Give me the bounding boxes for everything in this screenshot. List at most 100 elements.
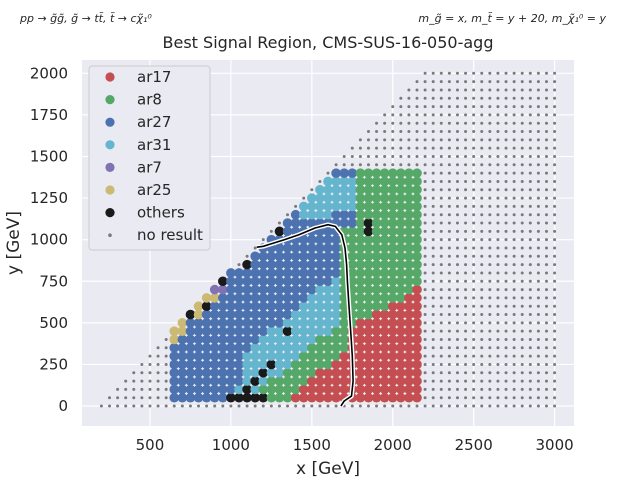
point-ar31	[339, 184, 349, 195]
legend-marker-ar7	[105, 162, 115, 172]
point-no-result	[544, 121, 548, 125]
point-ar27	[266, 309, 277, 320]
point-ar17	[339, 359, 349, 370]
point-ar31	[250, 367, 260, 378]
point-no-result	[431, 296, 435, 300]
point-others	[266, 359, 277, 370]
point-no-result	[407, 138, 411, 142]
point-no-result	[488, 362, 492, 366]
point-no-result	[148, 379, 152, 383]
point-ar27	[226, 301, 236, 312]
point-no-result	[407, 88, 411, 92]
contour-line	[256, 223, 354, 407]
point-no-result	[108, 404, 112, 408]
point-ar8	[363, 243, 374, 253]
point-ar17	[379, 334, 390, 345]
point-no-result	[496, 362, 500, 366]
point-no-result	[528, 105, 532, 109]
y-tick-label: 1000	[30, 231, 68, 249]
point-ar17	[412, 334, 422, 345]
point-ar8	[396, 251, 406, 262]
point-ar8	[379, 168, 390, 178]
point-ar27	[290, 218, 301, 228]
point-ar17	[412, 284, 422, 295]
point-ar31	[315, 184, 325, 195]
point-ar17	[412, 293, 422, 303]
point-no-result	[302, 196, 306, 200]
point-ar27	[193, 326, 204, 336]
point-no-result	[553, 396, 557, 400]
point-no-result	[480, 221, 484, 225]
point-no-result	[520, 238, 524, 242]
point-ar27	[193, 384, 204, 395]
point-ar8	[387, 268, 398, 278]
point-ar8	[355, 209, 366, 220]
point-no-result	[480, 163, 484, 167]
point-ar27	[282, 218, 293, 228]
point-ar27	[307, 276, 317, 287]
point-ar27	[298, 251, 309, 262]
point-no-result	[536, 88, 540, 92]
point-no-result	[464, 396, 468, 400]
point-no-result	[431, 288, 435, 292]
point-no-result	[375, 130, 379, 134]
point-ar31	[315, 209, 325, 220]
point-ar31	[298, 309, 309, 320]
point-no-result	[464, 254, 468, 258]
point-no-result	[464, 229, 468, 233]
point-no-result	[472, 337, 476, 341]
point-ar27	[177, 359, 188, 370]
point-no-result	[553, 138, 557, 142]
legend-marker-ar25	[105, 185, 115, 195]
point-ar27	[323, 251, 333, 262]
point-no-result	[455, 154, 459, 158]
point-no-result	[520, 204, 524, 208]
point-no-result	[520, 113, 524, 117]
point-no-result	[447, 279, 451, 283]
point-ar31	[315, 293, 325, 303]
point-no-result	[488, 88, 492, 92]
point-no-result	[99, 404, 103, 408]
point-no-result	[423, 96, 427, 100]
point-no-result	[553, 271, 557, 275]
point-ar27	[274, 259, 285, 270]
point-no-result	[439, 196, 443, 200]
point-no-result	[472, 71, 476, 75]
point-no-result	[124, 379, 128, 383]
point-no-result	[553, 313, 557, 317]
point-no-result	[504, 279, 508, 283]
point-ar17	[396, 384, 406, 395]
point-no-result	[536, 171, 540, 175]
point-ar17	[355, 318, 366, 328]
point-no-result	[512, 304, 516, 308]
point-ar8	[363, 251, 374, 262]
point-no-result	[480, 204, 484, 208]
point-no-result	[439, 204, 443, 208]
point-no-result	[496, 221, 500, 225]
point-no-result	[431, 329, 435, 333]
x-tick-label: 2000	[374, 436, 412, 454]
point-ar27	[290, 259, 301, 270]
point-no-result	[488, 271, 492, 275]
point-no-result	[439, 254, 443, 258]
point-no-result	[553, 387, 557, 391]
point-ar17	[396, 359, 406, 370]
point-no-result	[423, 404, 427, 408]
point-no-result	[269, 229, 273, 233]
point-no-result	[366, 138, 370, 142]
point-no-result	[407, 96, 411, 100]
point-ar8	[339, 334, 349, 345]
point-ar8	[371, 218, 382, 228]
point-ar31	[339, 201, 349, 212]
point-no-result	[464, 96, 468, 100]
point-ar8	[274, 376, 285, 386]
point-no-result	[488, 404, 492, 408]
point-no-result	[528, 329, 532, 333]
point-ar27	[274, 251, 285, 262]
point-no-result	[520, 379, 524, 383]
point-ar17	[404, 318, 414, 328]
point-ar8	[396, 284, 406, 295]
point-ar27	[258, 259, 269, 270]
point-no-result	[528, 337, 532, 341]
point-ar17	[387, 318, 398, 328]
